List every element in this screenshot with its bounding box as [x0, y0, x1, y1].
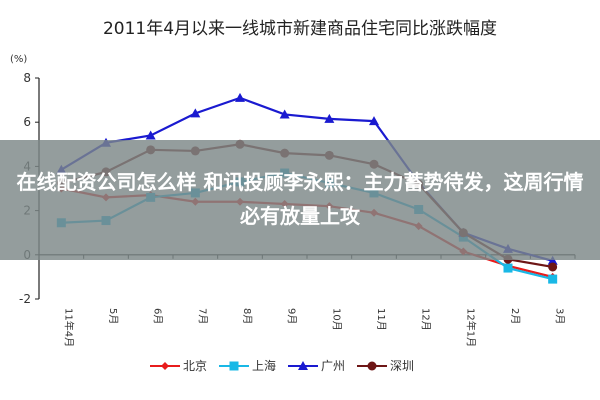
legend: 北京 上海 广州 深圳 [150, 357, 414, 374]
x-tick-label: 2月 [509, 308, 521, 324]
x-tick-label: 6月 [152, 308, 164, 324]
legend-swatch [150, 361, 180, 370]
legend-label: 广州 [321, 359, 346, 373]
x-tick-label: 9月 [286, 308, 298, 324]
legend-label: 深圳 [390, 359, 415, 373]
headline-banner[interactable] [0, 140, 600, 260]
legend-item: 深圳 [357, 357, 414, 374]
x-tick-label: 12月 [420, 308, 432, 331]
legend-marker [161, 361, 169, 370]
data-point [547, 255, 558, 265]
legend-swatch [219, 361, 250, 370]
x-tick-label: 11年4月 [62, 308, 75, 347]
data-point [279, 109, 290, 119]
x-tick-label: 7月 [196, 308, 208, 324]
x-tick-label: 11月 [375, 308, 387, 331]
data-point [145, 130, 156, 140]
legend-item: 上海 [219, 357, 276, 374]
x-tick-label: 5月 [107, 308, 119, 324]
data-point [190, 108, 201, 118]
data-point [548, 262, 558, 272]
legend-label: 上海 [252, 359, 277, 373]
legend-item: 北京 [150, 357, 207, 374]
legend-label: 北京 [183, 359, 208, 373]
data-point [503, 263, 513, 273]
x-tick-label: 8月 [241, 308, 253, 324]
legend-marker [298, 360, 309, 370]
x-tick-label: 3月 [554, 308, 566, 324]
data-point [324, 113, 335, 123]
headline-text[interactable]: 在线配资公司怎么样 和讯投顾李永熙：主力蓄势待发，这周行情必有放量上攻 [16, 170, 584, 228]
data-point [235, 92, 245, 102]
legend-marker [229, 361, 239, 370]
legend-swatch [288, 360, 319, 370]
y-axis-label: (%) [10, 54, 27, 65]
data-point [369, 116, 379, 126]
y-tick-label: 8 [23, 71, 31, 85]
x-tick-label: 12年1月 [464, 308, 477, 347]
chart-title: 2011年4月以来一线城市新建商品住宅同比涨跌幅度 [102, 19, 498, 39]
y-tick-label: -2 [19, 292, 31, 306]
legend-item: 广州 [288, 357, 345, 374]
legend-marker [367, 361, 377, 370]
legend-swatch [357, 361, 388, 370]
y-tick-label: 6 [23, 115, 31, 129]
x-tick-label: 10月 [330, 308, 342, 331]
data-point [548, 274, 558, 284]
